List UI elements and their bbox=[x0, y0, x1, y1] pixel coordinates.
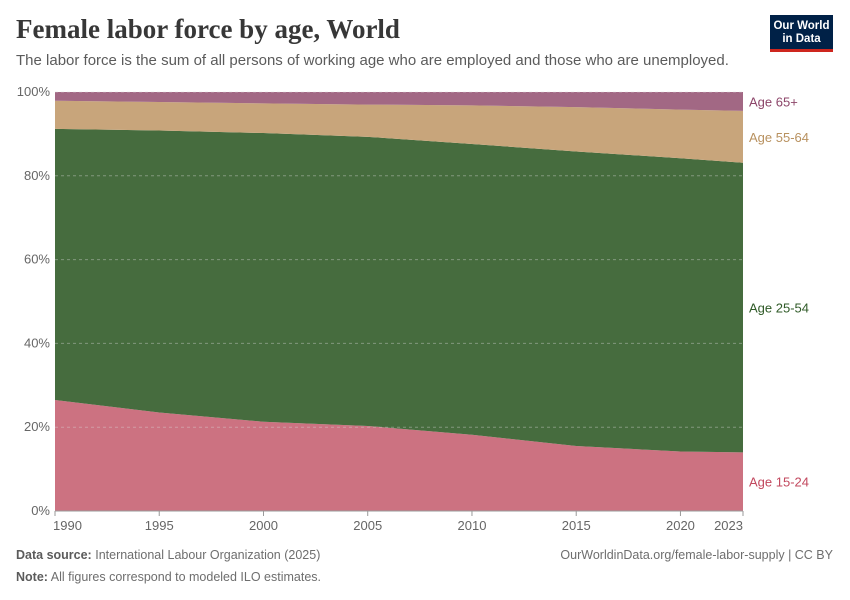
url-license[interactable]: OurWorldinData.org/female-labor-supply |… bbox=[560, 548, 833, 562]
source-label: Data source: bbox=[16, 548, 92, 562]
x-tick-label: 2000 bbox=[249, 518, 278, 533]
source-link[interactable]: International Labour Organization (2025) bbox=[95, 548, 321, 562]
x-tick-label: 2020 bbox=[666, 518, 695, 533]
series-label: Age 55-64 bbox=[749, 130, 809, 145]
area-age-25-54 bbox=[55, 128, 743, 453]
x-tick-label: 1995 bbox=[145, 518, 174, 533]
chart-subtitle: The labor force is the sum of all person… bbox=[16, 52, 729, 69]
area-age-65- bbox=[55, 92, 743, 111]
x-tick-label: 2010 bbox=[458, 518, 487, 533]
note-label: Note: bbox=[16, 570, 48, 584]
note: Note: All figures correspond to modeled … bbox=[16, 570, 321, 584]
y-tick-label: 80% bbox=[24, 168, 50, 183]
stacked-area-chart: Age 15-24 Age 25-54 Age 55-64 Age 65+ 0% 20% 4… bbox=[17, 84, 809, 533]
note-text: All figures correspond to modeled ILO es… bbox=[50, 570, 322, 584]
x-tick-label: 2005 bbox=[353, 518, 382, 533]
y-tick-label: 60% bbox=[24, 252, 50, 267]
owid-logo[interactable]: Our World in Data bbox=[770, 15, 833, 52]
y-tick-label: 20% bbox=[24, 419, 50, 434]
series-label: Age 65+ bbox=[749, 94, 798, 109]
y-tick-label: 40% bbox=[24, 335, 50, 350]
chart-title: Female labor force by age, World bbox=[16, 14, 400, 44]
y-tick-label: 100% bbox=[17, 84, 51, 99]
area-age-55-64 bbox=[55, 100, 743, 163]
y-tick-label: 0% bbox=[31, 503, 50, 518]
area-age-15-24 bbox=[55, 399, 743, 511]
data-source: Data source: International Labour Organi… bbox=[16, 548, 320, 562]
series-label: Age 25-54 bbox=[749, 301, 809, 316]
x-tick-label: 1990 bbox=[53, 518, 82, 533]
series-label: Age 15-24 bbox=[749, 475, 809, 490]
x-tick-label: 2015 bbox=[562, 518, 591, 533]
x-tick-label: 2023 bbox=[714, 518, 743, 533]
